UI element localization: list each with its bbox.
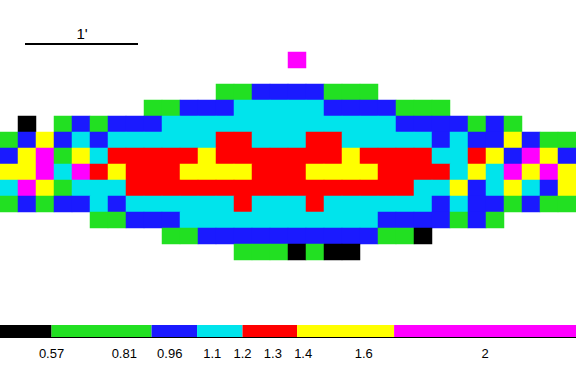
- svg-text:0.57: 0.57: [39, 346, 64, 361]
- svg-text:1.6: 1.6: [355, 346, 373, 361]
- svg-text:2: 2: [481, 346, 488, 361]
- svg-text:1.1: 1.1: [203, 346, 221, 361]
- svg-text:0.81: 0.81: [112, 346, 137, 361]
- svg-text:1.3: 1.3: [264, 346, 282, 361]
- svg-text:1': 1': [76, 25, 87, 42]
- svg-text:0.96: 0.96: [157, 346, 182, 361]
- svg-text:1.2: 1.2: [233, 346, 251, 361]
- svg-text:1.4: 1.4: [294, 346, 312, 361]
